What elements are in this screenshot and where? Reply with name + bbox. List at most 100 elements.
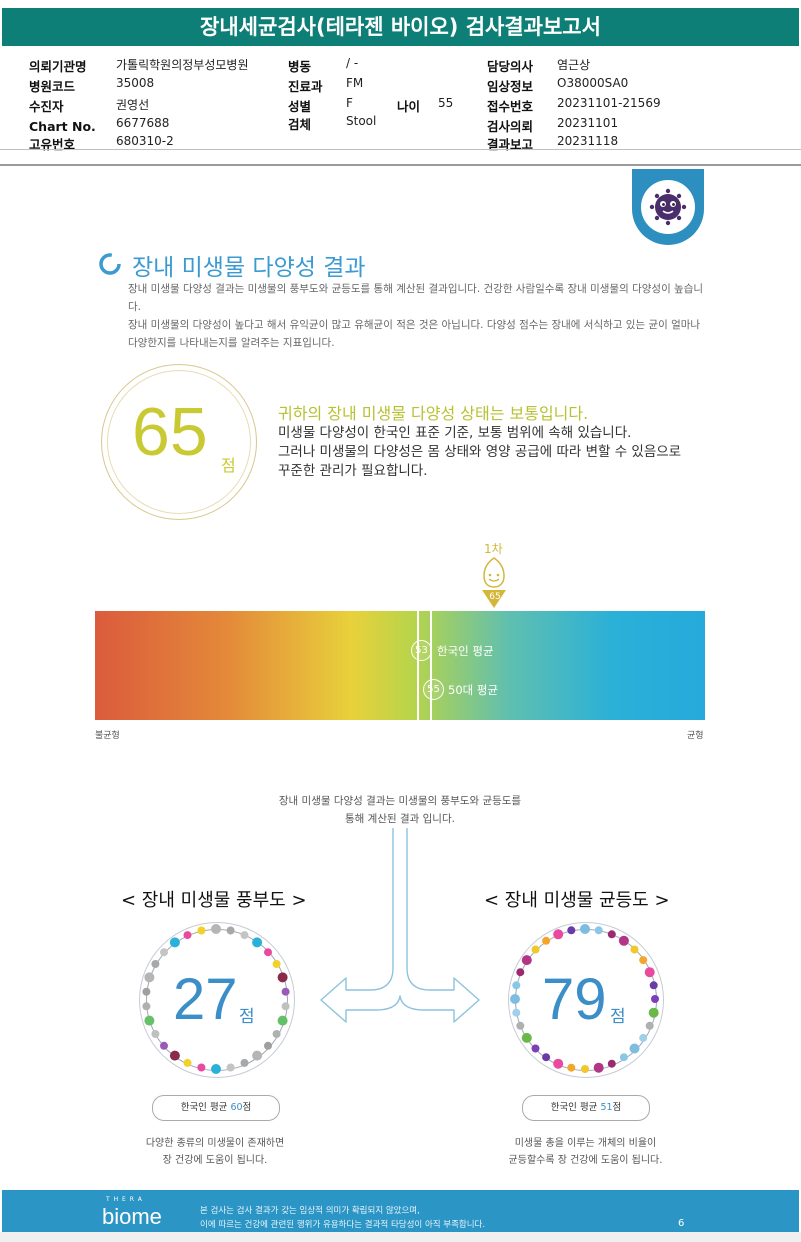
field-row: Chart No. bbox=[29, 116, 96, 135]
page-number: 6 bbox=[678, 1218, 685, 1229]
microbe-dot bbox=[169, 937, 180, 948]
field-label: 고유번호 bbox=[29, 137, 76, 152]
field-value: / - bbox=[346, 56, 359, 70]
smiley-marker-icon bbox=[482, 557, 506, 608]
microbe-dot bbox=[197, 926, 206, 935]
avg-prefix: 한국인 평균 bbox=[180, 1102, 231, 1113]
field-row: 수진자 bbox=[29, 96, 64, 115]
scale-left-label: 불균형 bbox=[95, 731, 120, 741]
microbe-dot bbox=[226, 926, 235, 935]
microbe-dot bbox=[264, 1041, 272, 1050]
microbe-dot bbox=[277, 972, 288, 983]
microbe-dot bbox=[226, 1063, 235, 1072]
microbe-dot bbox=[639, 1033, 648, 1042]
status-line: 그러나 미생물의 다양성은 몸 상태와 영양 공급에 따라 변할 수 있음으로 bbox=[278, 444, 682, 460]
microbe-dot bbox=[211, 924, 221, 934]
microbe-dot bbox=[521, 955, 532, 966]
user-score-marker-value: 65 bbox=[489, 592, 501, 602]
microbe-dot bbox=[264, 948, 272, 957]
field-label: 검체 bbox=[288, 117, 312, 132]
microbe-dot bbox=[197, 1063, 206, 1072]
field-value: 20231101-21569 bbox=[557, 96, 661, 110]
disclaimer-line: 본 검사는 검사 결과가 갖는 임상적 의미가 확립되지 않았으며, bbox=[200, 1206, 420, 1216]
evenness-average-pill: 한국인 평균 51점 bbox=[522, 1095, 650, 1121]
age-label: 나이 bbox=[397, 99, 421, 114]
microbe-dot bbox=[142, 1002, 151, 1011]
field-row: 병원코드 bbox=[29, 76, 75, 95]
field-value: 권영선 bbox=[116, 98, 150, 112]
field-label: 수진자 bbox=[29, 99, 64, 114]
scale-right-label: 균형 bbox=[687, 731, 704, 741]
field-value: 20231101 bbox=[557, 116, 619, 130]
avg-prefix: 한국인 평균 bbox=[550, 1102, 601, 1113]
field-label: 임상정보 bbox=[487, 79, 534, 94]
field-value: FM bbox=[346, 76, 364, 90]
age-average-badge: 55 bbox=[423, 679, 444, 700]
microbe-dot bbox=[512, 981, 521, 990]
section-description-1: 장내 미생물 다양성 결과는 미생물의 풍부도와 균등도를 통해 계산된 결과입… bbox=[128, 283, 704, 313]
microbe-dot bbox=[553, 1058, 564, 1069]
microbe-dot bbox=[516, 968, 525, 977]
section-description-2: 장내 미생물의 다양성이 높다고 해서 유익균이 많고 유해균이 적은 것은 아… bbox=[128, 319, 701, 349]
field-value: 35008 bbox=[116, 76, 155, 90]
microbe-dot bbox=[651, 995, 659, 1003]
microbe-dot bbox=[252, 937, 263, 948]
evenness-microbe-ring-icon bbox=[510, 924, 659, 1073]
note-line: 장 건강에 도움이 됩니다. bbox=[162, 1155, 268, 1166]
brand-small: T H E R A bbox=[106, 1196, 143, 1203]
field-value: 680310-2 bbox=[116, 134, 174, 148]
ring-bullet-icon bbox=[99, 253, 121, 275]
richness-heading: < 장내 미생물 풍부도 > bbox=[121, 890, 307, 911]
microbe-dot bbox=[151, 1030, 160, 1038]
microbe-dot bbox=[521, 1032, 532, 1043]
field-value: 염근상 bbox=[557, 58, 591, 72]
intro-line: 통해 계산된 결과 입니다. bbox=[345, 813, 455, 825]
richness-microbe-ring-icon bbox=[142, 924, 290, 1074]
note-line: 균등할수록 장 건강에 도움이 됩니다. bbox=[508, 1155, 663, 1166]
microbe-dot bbox=[142, 987, 151, 996]
intro-line: 장내 미생물 다양성 결과는 미생물의 풍부도와 균등도를 bbox=[278, 795, 522, 807]
age-value: 55 bbox=[438, 96, 454, 110]
microbe-dot bbox=[160, 948, 168, 957]
microbe-dot bbox=[648, 1007, 659, 1018]
status-description: 미생물 다양성이 한국인 표준 기준, 보통 범위에 속해 있습니다. 그러나 … bbox=[278, 424, 681, 481]
microbe-dot bbox=[183, 931, 192, 940]
microbe-dot bbox=[645, 1021, 654, 1030]
note-line: 미생물 총을 이루는 개체의 비율이 bbox=[514, 1138, 657, 1149]
microbe-dot bbox=[630, 945, 639, 954]
microbe-dot bbox=[151, 960, 160, 968]
footer-disclaimer: 본 검사는 검사 결과가 갖는 임상적 의미가 확립되지 않았으며, 이에 따르… bbox=[200, 1204, 485, 1232]
microbe-dot bbox=[531, 945, 540, 954]
field-label: 검사의뢰 bbox=[487, 119, 534, 134]
field-value: 6677688 bbox=[116, 116, 170, 130]
richness-score: 27 bbox=[173, 967, 238, 1032]
field-row: 고유번호 bbox=[29, 134, 75, 153]
microbe-dot bbox=[567, 926, 576, 935]
microbe-dot bbox=[516, 1021, 525, 1030]
microbe-dot bbox=[553, 929, 564, 940]
field-label: 병동 bbox=[288, 59, 312, 74]
field-label: 성별 bbox=[288, 99, 312, 114]
field-value: O38000SA0 bbox=[557, 76, 629, 90]
microbe-dot bbox=[252, 1050, 263, 1061]
microbe-dot bbox=[531, 1044, 540, 1053]
field-value: F bbox=[346, 96, 353, 110]
field-row: 의뢰기관명 bbox=[29, 56, 87, 75]
microbe-dot bbox=[272, 1030, 281, 1038]
branch-arrow-icon bbox=[320, 828, 480, 1023]
microbe-dot bbox=[629, 1043, 640, 1054]
microbe-dot bbox=[512, 1008, 521, 1017]
diversity-score-circle: 65 점 bbox=[101, 364, 257, 520]
microbe-dot bbox=[144, 972, 155, 983]
evenness-note: 미생물 총을 이루는 개체의 비율이 균등할수록 장 건강에 도움이 됩니다. bbox=[488, 1135, 683, 1169]
header-bottom-border bbox=[0, 164, 801, 166]
avg-suffix: 점 bbox=[612, 1102, 622, 1113]
microbe-dot bbox=[593, 1062, 604, 1073]
microbe-dot bbox=[160, 1041, 168, 1050]
components-intro: 장내 미생물 다양성 결과는 미생물의 풍부도와 균등도를 통해 계산된 결과 … bbox=[230, 792, 570, 828]
microbe-bookmark-icon bbox=[632, 169, 704, 245]
brand-logo: biome bbox=[102, 1204, 162, 1229]
status-line: 꾸준한 관리가 필요합니다. bbox=[278, 463, 428, 479]
field-label: 접수번호 bbox=[487, 99, 534, 114]
microbe-dot bbox=[644, 967, 655, 978]
